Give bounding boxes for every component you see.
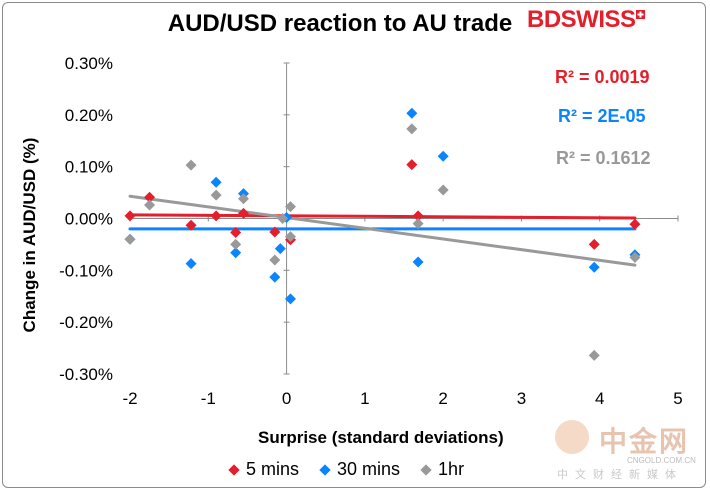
data-point-30-mins [185, 258, 197, 270]
data-point-5-mins [629, 218, 641, 230]
watermark-sub: 中文财经新媒体 [557, 469, 683, 481]
legend-label: 5 mins [246, 459, 300, 479]
bdswiss-logo: BDSWISS [527, 6, 645, 34]
x-tick-label: -1 [201, 389, 216, 408]
x-tick-label: 2 [438, 389, 447, 408]
y-tick-label: 0.00% [65, 210, 113, 229]
trendline-5-mins [128, 213, 637, 220]
y-tick-label: -0.30% [59, 365, 113, 384]
data-point-5-mins [210, 210, 222, 222]
data-point-1hr [629, 251, 641, 263]
data-point-30-mins [210, 176, 222, 188]
data-point-1hr [437, 184, 449, 196]
data-point-1hr [230, 238, 242, 250]
data-point-1hr [124, 233, 136, 245]
chart-title: AUD/USD reaction to AU trade [167, 10, 513, 37]
data-point-5-mins [588, 238, 600, 250]
cngold-logo-icon [555, 420, 589, 454]
x-tick-label: -2 [122, 389, 137, 408]
legend-item-5min: 5 mins [228, 459, 300, 480]
data-point-1hr [210, 189, 222, 201]
x-tick-label: 0 [282, 389, 291, 408]
data-point-30-mins [269, 271, 281, 283]
data-point-5-mins [185, 219, 197, 231]
data-point-30-mins [412, 256, 424, 268]
diamond-icon [228, 463, 240, 476]
data-point-1hr [406, 123, 418, 135]
legend-label: 1hr [438, 459, 465, 479]
data-point-30-mins [284, 293, 296, 305]
data-point-1hr [277, 213, 289, 224]
x-tick-label: 4 [595, 389, 604, 408]
x-tick-label: 5 [673, 389, 682, 408]
y-tick-label: -0.10% [59, 261, 113, 280]
data-point-5-mins [412, 210, 424, 222]
y-tick-label: 0.30% [65, 54, 113, 73]
data-point-30-mins [230, 247, 242, 259]
legend-label: 30 mins [337, 459, 401, 479]
data-point-30-mins [274, 243, 286, 255]
data-point-1hr [412, 218, 424, 230]
data-point-5-mins [144, 191, 156, 203]
data-point-5-mins [230, 226, 242, 238]
diamond-icon [420, 463, 432, 476]
diamond-icon [319, 463, 331, 476]
data-point-1hr [269, 254, 281, 266]
legend-item-30min: 30 mins [319, 459, 401, 480]
x-tick-label: 1 [360, 389, 369, 408]
legend-item-1hr: 1hr [420, 459, 465, 480]
data-point-1hr [284, 231, 296, 243]
data-point-30-mins [437, 150, 449, 162]
r2-label-30min: R² = 2E-05 [558, 106, 646, 126]
data-point-1hr [144, 199, 156, 211]
cngold-watermark: 中金网 CNGOLD.COM.CN 中文财经新媒体 [555, 420, 705, 482]
r2-label-5min: R² = 0.0019 [555, 67, 650, 87]
y-axis-label: Change in AUD/USD (%) [20, 137, 39, 333]
y-tick-label: 0.20% [65, 106, 113, 125]
r2-label-1hr: R² = 0.1612 [556, 148, 651, 168]
data-point-1hr [284, 201, 296, 213]
x-axis-label: Surprise (standard deviations) [258, 428, 504, 447]
brand-name: BDSWISS [527, 6, 636, 33]
data-point-30-mins [406, 107, 418, 119]
data-point-1hr [238, 193, 250, 205]
y-tick-label: -0.20% [59, 313, 113, 332]
data-point-5-mins [238, 207, 250, 219]
data-point-1hr [185, 159, 197, 171]
data-point-5-mins [124, 210, 136, 222]
watermark-cn: 中金网 [599, 426, 690, 457]
trendline-1hr [128, 194, 637, 267]
y-tick-label: 0.10% [65, 158, 113, 177]
x-tick-label: 3 [517, 389, 526, 408]
watermark-domain: CNGOLD.COM.CN [627, 456, 696, 465]
legend: 5 mins 30 mins 1hr [228, 459, 465, 480]
data-point-5-mins [406, 159, 418, 171]
chart-frame [2, 2, 706, 488]
data-point-1hr [588, 349, 600, 361]
data-point-30-mins [588, 261, 600, 273]
data-point-5-mins [269, 226, 281, 238]
plus-icon [635, 10, 645, 19]
